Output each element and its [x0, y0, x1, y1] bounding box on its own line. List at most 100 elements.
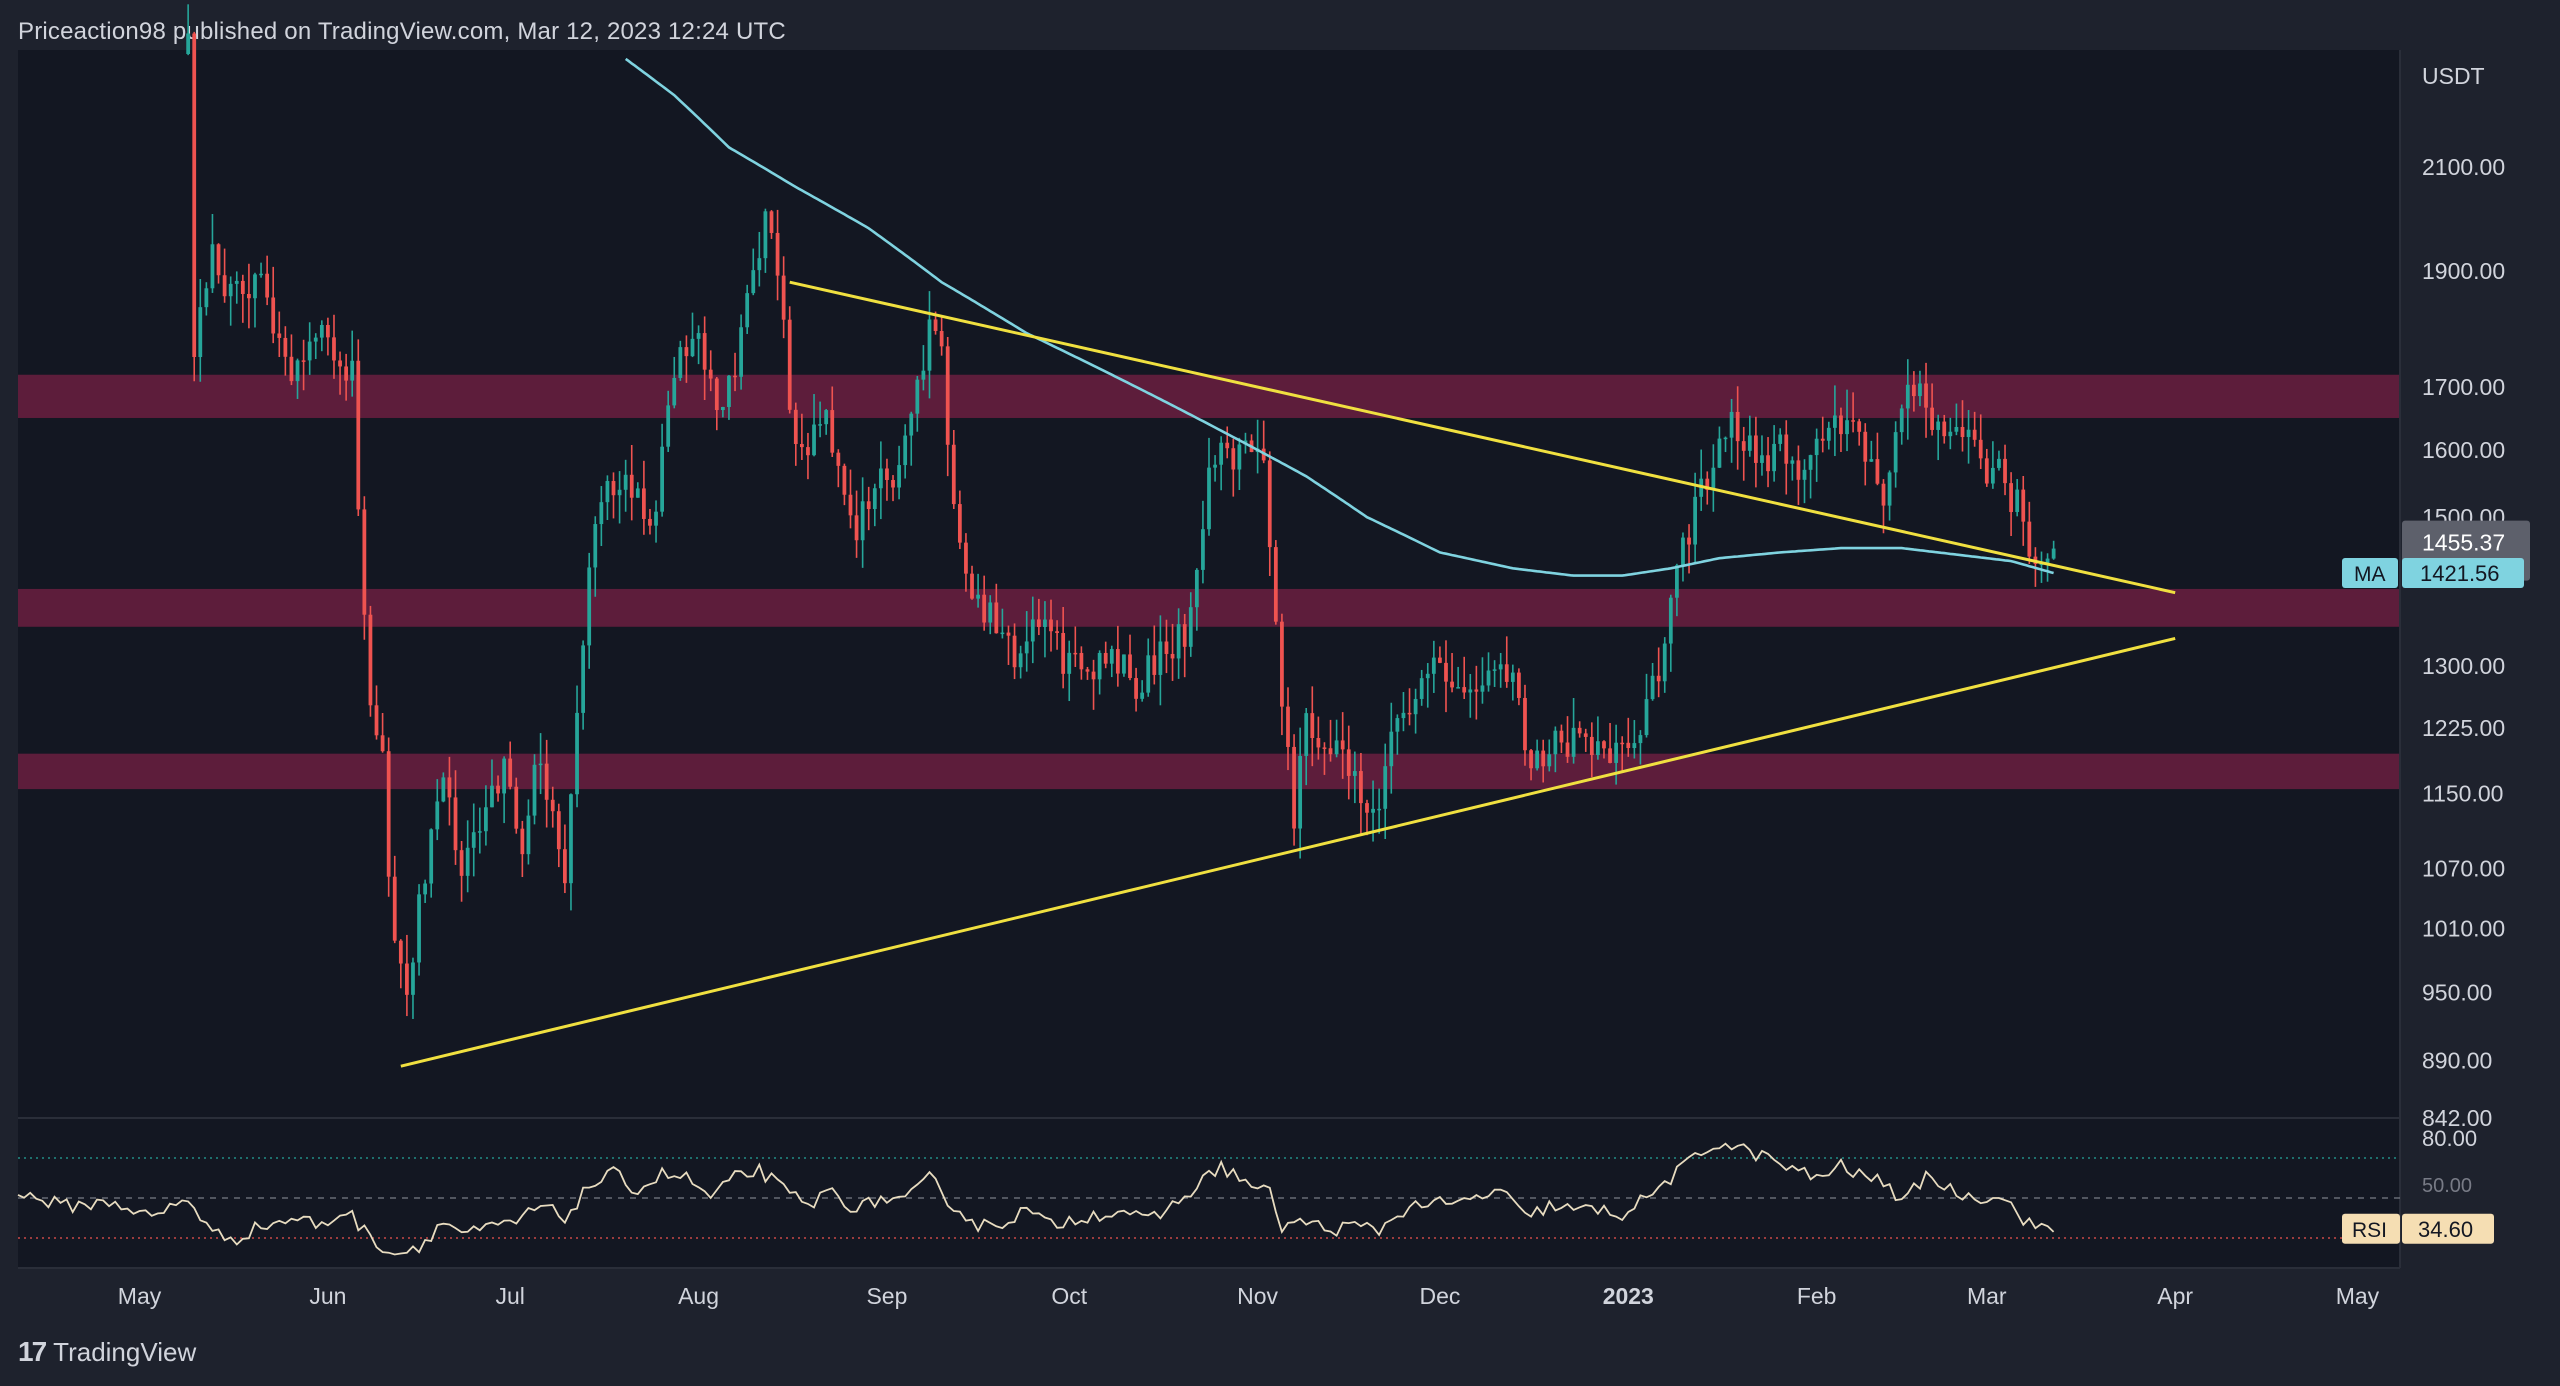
candle	[1134, 667, 1138, 712]
candle	[891, 475, 895, 502]
candle-body	[1438, 657, 1442, 663]
candle	[1596, 716, 1600, 760]
candle-body	[775, 232, 780, 276]
candle-body	[1711, 467, 1716, 490]
candle-body	[1887, 472, 1892, 506]
candle	[915, 375, 920, 432]
candle	[1808, 454, 1813, 499]
candle	[1632, 720, 1637, 759]
candle	[921, 345, 926, 391]
price-tick-label: 1225.00	[2422, 715, 2505, 741]
candle	[842, 463, 847, 506]
candle-body	[1219, 442, 1224, 465]
candle	[1219, 436, 1224, 491]
zones	[18, 374, 2400, 790]
candle	[1662, 637, 1667, 693]
candle	[1802, 459, 1807, 504]
ma-value: 1421.56	[2420, 561, 2500, 586]
candle-body	[1620, 742, 1625, 745]
candle-body	[362, 509, 367, 615]
candle	[1583, 728, 1588, 752]
tradingview-logo[interactable]: 17 TradingView	[18, 1336, 196, 1368]
candle-body	[1577, 727, 1582, 734]
candle-body	[885, 468, 889, 481]
price-tick-label: 890.00	[2422, 1047, 2492, 1073]
candle	[1541, 739, 1546, 783]
candle	[265, 255, 270, 306]
candle	[1486, 652, 1491, 692]
time-tick-label: May	[2336, 1283, 2380, 1309]
resistance-zone-1700	[18, 374, 2400, 418]
candle	[623, 459, 628, 512]
candle	[2021, 475, 2026, 546]
candle-body	[1176, 624, 1181, 659]
candle	[247, 263, 251, 329]
candle-body	[1729, 411, 1734, 438]
candle	[1334, 719, 1339, 758]
candle-body	[520, 828, 525, 855]
rsi-pane[interactable]	[18, 1118, 2400, 1268]
candle	[1158, 615, 1163, 706]
trendlines	[400, 280, 2176, 1068]
candle-body	[909, 413, 914, 436]
candle	[441, 772, 446, 803]
candle	[496, 775, 500, 802]
candle	[672, 356, 677, 409]
ma-value-bg	[2402, 558, 2524, 589]
candle	[1474, 665, 1479, 720]
candle-body	[374, 705, 379, 736]
candle-body	[1043, 619, 1047, 627]
candle-body	[587, 567, 592, 646]
candle-body	[921, 370, 926, 380]
candle-body	[198, 307, 203, 358]
candle-body	[812, 424, 816, 456]
candle	[1383, 743, 1388, 839]
candle-body	[1492, 669, 1497, 671]
candle-body	[569, 794, 573, 884]
candle-body	[1832, 415, 1837, 428]
candle-body	[1650, 675, 1655, 700]
price-pane[interactable]	[18, 50, 2400, 1118]
candle-body	[1061, 632, 1066, 674]
candle-body	[1717, 438, 1722, 468]
candle	[1857, 418, 1862, 446]
candle	[1152, 625, 1157, 685]
candle-body	[1213, 464, 1217, 468]
candle-body	[1984, 458, 1989, 484]
candle-body	[1097, 652, 1102, 680]
candle	[326, 317, 330, 356]
candle	[1936, 414, 1941, 461]
candle-body	[708, 369, 713, 379]
candle	[344, 353, 349, 401]
candle-body	[1012, 635, 1017, 668]
candle	[1182, 613, 1187, 678]
candle	[1693, 472, 1698, 564]
candle	[793, 402, 798, 466]
candle	[733, 352, 737, 392]
candle-body	[1693, 496, 1698, 545]
candle	[2045, 553, 2050, 582]
candle	[1966, 410, 1971, 464]
candle-body	[739, 327, 743, 377]
candle-body	[2039, 563, 2044, 566]
candle-body	[1583, 733, 1588, 737]
candle	[1899, 404, 1904, 445]
candle	[192, 31, 197, 382]
candle	[1523, 684, 1527, 766]
candle-body	[192, 33, 197, 358]
candle-body	[1000, 632, 1005, 635]
candle-body	[1055, 631, 1059, 633]
candle-body	[1292, 746, 1296, 829]
candle-body	[793, 409, 798, 445]
candle	[1462, 656, 1467, 700]
candle	[1772, 425, 1777, 482]
candle	[1948, 417, 1953, 450]
candle-body	[1498, 664, 1503, 670]
candle	[1322, 742, 1327, 775]
candle	[502, 756, 507, 824]
candle	[1286, 687, 1290, 771]
candle-body	[745, 293, 750, 328]
candle-body	[1231, 448, 1236, 470]
candle-body	[1140, 692, 1145, 699]
